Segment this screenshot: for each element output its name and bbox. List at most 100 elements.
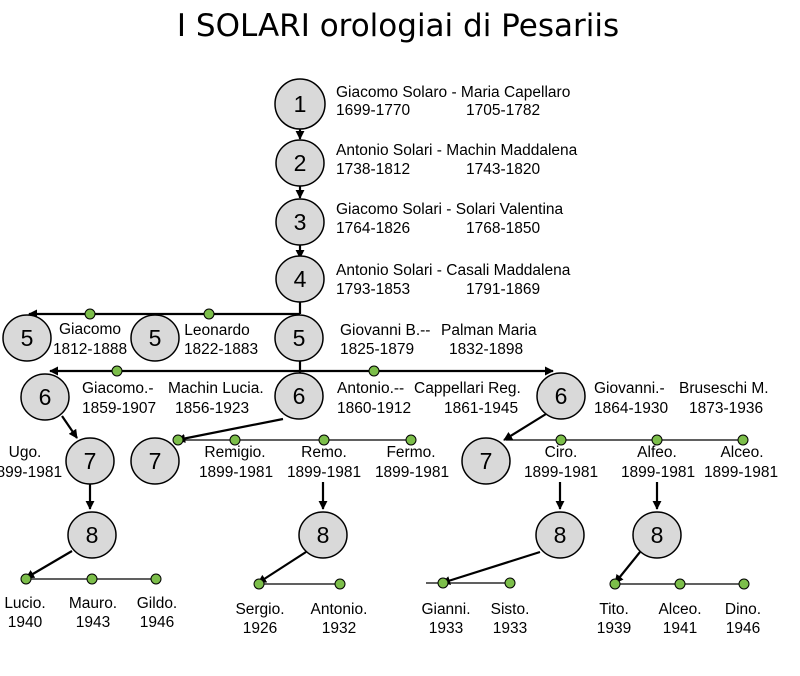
- arrow-giacomo-to-ugo: [61, 415, 78, 439]
- gen-8-labels: Lucio. 1940 Mauro. 1943 Gildo. 1946 Serg…: [4, 595, 761, 637]
- gen-8-alceo-year: 1941: [663, 620, 697, 637]
- node-gen-5-leonardo-number: 5: [149, 325, 162, 351]
- gen-8-sergio-year: 1926: [243, 620, 277, 637]
- gen-8-gianni-year: 1933: [429, 620, 463, 637]
- gen-3-years-a: 1764-1826: [336, 220, 410, 237]
- dot-gen6-left: [111, 365, 123, 377]
- diagram-title: I SOLARI orologiai di Pesariis: [177, 8, 619, 44]
- node-gen-8-remo-number: 8: [317, 522, 330, 548]
- gen-7-remo-name: Remo.: [301, 444, 347, 461]
- node-gen-7-giovanni-line-number: 7: [480, 448, 493, 474]
- node-gen-6-giovanni-circle: [536, 372, 586, 420]
- gen-2-years-a: 1738-1812: [336, 161, 410, 178]
- gen-6-antonio-name-a: Antonio.--: [337, 380, 404, 397]
- node-gen-7-antonio-line: 7: [130, 437, 180, 485]
- arrow-remo-children: [257, 551, 307, 584]
- dot-sergio: [253, 578, 265, 590]
- dot-leonardo: [203, 308, 215, 320]
- node-gen-6-giacomo-number: 6: [39, 384, 52, 410]
- node-gen-8-ugo-number: 8: [86, 522, 99, 548]
- gen-1-years-b: 1705-1782: [466, 102, 540, 119]
- gen-2-label: Antonio Solari - Machin Maddalena 1738-1…: [336, 142, 578, 178]
- node-gen-6-antonio-circle: [274, 372, 324, 420]
- node-gen-8-remo: 8: [298, 511, 348, 559]
- gen-8-sisto-year: 1933: [493, 620, 527, 637]
- gen-8-antonio-year: 1932: [322, 620, 356, 637]
- node-gen-4: 4: [275, 255, 325, 303]
- node-gen-8-ciro-circle: [535, 511, 585, 559]
- node-gen-6-antonio-number: 6: [293, 383, 306, 409]
- gen-6-giacomo-years-b: 1856-1923: [175, 400, 249, 417]
- gen-8-alceo-name: Alceo.: [658, 601, 701, 618]
- gen-1-label: Giacomo Solaro - Maria Capellaro 1699-17…: [336, 84, 570, 119]
- node-gen-6-antonio: 6: [274, 372, 324, 420]
- node-gen-7-antonio-line-number: 7: [149, 448, 162, 474]
- gen-7-alceo-years: 1899-1981: [704, 464, 778, 481]
- gen-1-years-a: 1699-1770: [336, 102, 411, 119]
- node-gen-5-giacomo-circle: [2, 314, 52, 362]
- gen-8-dino-year: 1946: [726, 620, 760, 637]
- node-gen-2: 2: [275, 139, 325, 187]
- node-gen-7-ugo: 7: [65, 437, 115, 485]
- gen-5-giacomo-label: Giacomo 1812-1888: [53, 321, 127, 358]
- node-gen-4-number: 4: [294, 266, 307, 292]
- gen-8-lucio-name: Lucio.: [4, 595, 45, 612]
- dot-giacomo-5: [84, 308, 96, 320]
- node-gen-3-number: 3: [294, 209, 307, 235]
- generation-nodes: 1 2 3 4 5 5 5 6: [2, 78, 682, 559]
- node-gen-8-alfeo: 8: [632, 511, 682, 559]
- gen-6-giovanni-name-a: Giovanni.-: [594, 380, 665, 397]
- gen-8-antonio-name: Antonio.: [311, 601, 368, 618]
- gen-6-giovanni-years-a: 1864-1930: [594, 400, 669, 417]
- node-gen-5-giacomo-number: 5: [21, 325, 34, 351]
- gen-8-sergio-name: Sergio.: [235, 601, 284, 618]
- gen-6-giovanni-name-b: Bruseschi M.: [679, 380, 769, 397]
- gen-6-giacomo-years-a: 1859-1907: [82, 400, 156, 417]
- gen-7-labels: Ugo. 1899-1981 Remigio. 1899-1981 Remo. …: [0, 444, 778, 481]
- node-gen-5-giacomo: 5: [2, 314, 52, 362]
- gen-2-couple: Antonio Solari - Machin Maddalena: [336, 142, 578, 159]
- gen-7-ugo-years: 1899-1981: [0, 464, 62, 481]
- gen-8-dino-name: Dino.: [725, 601, 761, 618]
- gen-5-giovanni-name-a: Giovanni B.--: [340, 322, 430, 339]
- gen-4-couple: Antonio Solari - Casali Maddalena: [336, 262, 571, 279]
- gen-5-leonardo-name: Leonardo: [184, 322, 250, 339]
- node-gen-6-giovanni-number: 6: [555, 383, 568, 409]
- dot-remo: [318, 434, 330, 446]
- gen-8-mauro-name: Mauro.: [69, 595, 117, 612]
- node-gen-7-giovanni-line: 7: [461, 437, 511, 485]
- gen-8-gildo-year: 1946: [140, 614, 174, 631]
- gen-6-antonio-years-b: 1861-1945: [444, 400, 518, 417]
- dot-gen6-right: [368, 365, 380, 377]
- gen-5-giovanni-label: Giovanni B.-- Palman Maria 1825-1879 183…: [340, 322, 537, 358]
- gen-7-ciro-name: Ciro.: [545, 444, 578, 461]
- dot-alceo-8: [674, 578, 686, 590]
- dot-gildo: [150, 573, 162, 585]
- dot-remigio: [229, 434, 241, 446]
- gen-3-label: Giacomo Solari - Solari Valentina 1764-1…: [336, 201, 564, 237]
- node-gen-5-giovanni: 5: [274, 314, 324, 362]
- node-gen-1-number: 1: [294, 91, 307, 117]
- gen-5-leonardo-label: Leonardo 1822-1883: [184, 322, 258, 358]
- dot-mauro: [86, 573, 98, 585]
- dot-antonio-child: [172, 434, 184, 446]
- gen-8-gianni-name: Gianni.: [421, 601, 470, 618]
- gen-7-alfeo-name: Alfeo.: [637, 444, 677, 461]
- gen-2-years-b: 1743-1820: [466, 161, 541, 178]
- node-gen-2-number: 2: [294, 150, 307, 176]
- node-gen-4-circle: [275, 255, 325, 303]
- node-gen-8-alfeo-number: 8: [651, 522, 664, 548]
- node-gen-6-giacomo-circle: [20, 373, 70, 421]
- dot-lucio: [20, 573, 32, 585]
- gen-5-giacomo-years: 1812-1888: [53, 341, 127, 358]
- node-gen-2-circle: [275, 139, 325, 187]
- gen-6-giacomo-name-b: Machin Lucia.: [168, 380, 264, 397]
- gen-7-ugo-name: Ugo.: [9, 444, 42, 461]
- node-gen-5-leonardo: 5: [130, 314, 180, 362]
- gen-7-ciro-years: 1899-1981: [524, 464, 598, 481]
- gen-7-alceo-name: Alceo.: [720, 444, 763, 461]
- gen-5-giovanni-years-a: 1825-1879: [340, 341, 414, 358]
- gen-7-remigio-years: 1899-1981: [199, 464, 273, 481]
- gen-4-years-b: 1791-1869: [466, 281, 540, 298]
- gen-8-tito-name: Tito.: [599, 601, 629, 618]
